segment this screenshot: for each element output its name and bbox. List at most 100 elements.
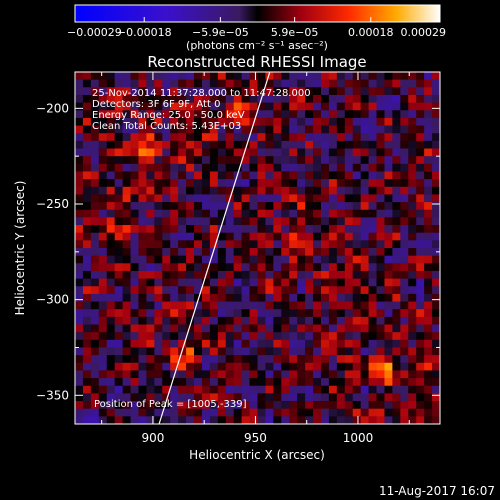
heatmap-cell xyxy=(424,186,433,195)
heatmap-cell xyxy=(360,286,369,295)
heatmap-cell xyxy=(241,416,250,424)
heatmap-cell xyxy=(360,102,369,111)
heatmap-cell xyxy=(297,301,306,310)
heatmap-cell xyxy=(352,324,362,333)
heatmap-cell xyxy=(75,240,84,249)
heatmap-cell xyxy=(130,370,139,379)
heatmap-cell xyxy=(106,248,116,257)
heatmap-cell xyxy=(225,179,235,188)
heatmap-cell xyxy=(82,362,92,371)
heatmap-cell xyxy=(368,217,377,226)
heatmap-cell xyxy=(384,232,393,241)
heatmap-cell xyxy=(297,286,306,295)
heatmap-cell xyxy=(170,293,179,302)
heatmap-cell xyxy=(281,217,290,226)
heatmap-cell xyxy=(209,301,219,310)
heatmap-cell xyxy=(289,270,298,280)
heatmap-cell xyxy=(114,194,123,203)
heatmap-cell xyxy=(432,125,440,134)
heatmap-cell xyxy=(233,102,243,111)
heatmap-cell xyxy=(75,248,84,257)
heatmap-cell xyxy=(194,225,203,234)
heatmap-cell xyxy=(336,186,346,195)
heatmap-cell xyxy=(186,87,195,96)
heatmap-cell xyxy=(98,171,108,180)
heatmap-cell xyxy=(130,408,139,417)
heatmap-cell xyxy=(114,87,123,96)
heatmap-cell xyxy=(154,339,163,348)
heatmap-cell xyxy=(281,378,290,387)
heatmap-cell xyxy=(352,286,362,295)
heatmap-cell xyxy=(201,148,211,157)
heatmap-cell xyxy=(313,362,322,371)
heatmap-cell xyxy=(138,347,147,356)
heatmap-cell xyxy=(400,393,409,402)
annotation-detectors: Detectors: 3F 6F 9F, Att 0 xyxy=(92,99,220,110)
heatmap-cell xyxy=(368,202,377,211)
heatmap-cell xyxy=(122,293,131,302)
heatmap-cell xyxy=(368,225,377,234)
heatmap-cell xyxy=(162,362,171,371)
heatmap-cell xyxy=(82,339,92,348)
heatmap-cell xyxy=(289,171,298,180)
heatmap-cell xyxy=(225,270,235,280)
heatmap-cell xyxy=(122,140,131,149)
heatmap-cell xyxy=(154,140,163,149)
heatmap-cell xyxy=(289,286,298,295)
heatmap-cell xyxy=(98,110,108,119)
heatmap-cell xyxy=(408,79,417,88)
heatmap-cell xyxy=(360,133,369,142)
heatmap-cell xyxy=(154,133,163,142)
heatmap-cell xyxy=(384,156,393,165)
heatmap-cell xyxy=(344,347,354,356)
heatmap-cell xyxy=(249,339,258,348)
heatmap-cell xyxy=(313,332,322,341)
heatmap-cell xyxy=(90,324,100,333)
heatmap-cell xyxy=(360,385,369,394)
heatmap-cell xyxy=(82,156,92,165)
heatmap-cell xyxy=(392,110,401,119)
heatmap-cell xyxy=(162,332,171,341)
heatmap-cell xyxy=(233,72,243,81)
heatmap-cell xyxy=(106,133,116,142)
heatmap-cell xyxy=(265,309,274,318)
heatmap-cell xyxy=(130,240,139,249)
heatmap-cell xyxy=(194,240,203,249)
heatmap-cell xyxy=(384,148,393,157)
heatmap-cell xyxy=(130,416,139,424)
heatmap-cell xyxy=(336,171,346,180)
heatmap-cell xyxy=(75,355,84,364)
heatmap-cell xyxy=(305,301,314,310)
annotation-time: 25-Nov-2014 11:37:28.000 to 11:47:28.000 xyxy=(92,88,311,99)
heatmap-cell xyxy=(360,309,369,318)
heatmap-cell xyxy=(90,194,100,203)
heatmap-cell xyxy=(408,378,417,387)
heatmap-cell xyxy=(106,401,116,410)
heatmap-cell xyxy=(400,324,409,333)
heatmap-cell xyxy=(352,278,362,287)
heatmap-cell xyxy=(98,202,108,211)
heatmap-cell xyxy=(75,324,84,333)
heatmap-cell xyxy=(344,117,354,126)
heatmap-cell xyxy=(241,194,250,203)
heatmap-cell xyxy=(194,270,203,280)
heatmap-cell xyxy=(273,225,282,234)
heatmap-cell xyxy=(313,148,322,157)
heatmap-cell xyxy=(122,209,131,218)
heatmap-cell xyxy=(122,125,131,134)
heatmap-cell xyxy=(352,140,362,149)
heatmap-cell xyxy=(384,225,393,234)
heatmap-cell xyxy=(225,163,235,172)
heatmap-cell xyxy=(336,362,346,371)
heatmap-cell xyxy=(408,316,417,325)
heatmap-cell xyxy=(320,248,330,257)
heatmap-cell xyxy=(320,401,330,410)
heatmap-cell xyxy=(305,378,314,387)
heatmap-cell xyxy=(297,248,306,257)
heatmap-cell xyxy=(90,94,100,104)
heatmap-cell xyxy=(217,370,227,379)
heatmap-cell xyxy=(233,148,243,157)
heatmap-cell xyxy=(305,125,314,134)
heatmap-cell xyxy=(194,179,203,188)
heatmap-cell xyxy=(162,355,171,364)
